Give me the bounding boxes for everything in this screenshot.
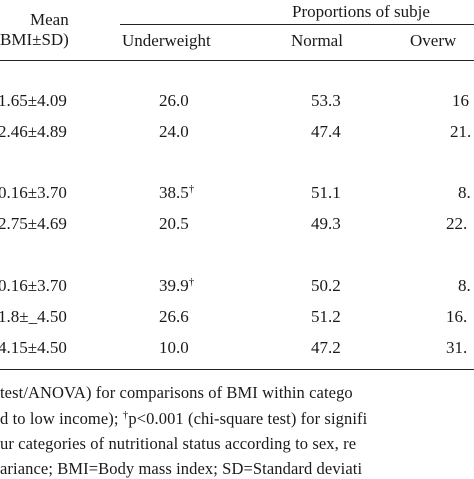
cell-normal-r1: 53.3 — [311, 91, 341, 110]
proportions-group-header: Proportions of subje — [292, 2, 430, 21]
cell-over-r1: 16 — [452, 91, 469, 110]
cell-mean-r4: 2.75±4.69 — [0, 214, 67, 233]
cell-normal-r3: 51.1 — [311, 183, 341, 202]
cell-under-r7: 10.0 — [159, 338, 189, 357]
cell-mean-r5: 0.16±3.70 — [0, 276, 67, 295]
cell-mean-r3: 0.16±3.70 — [0, 183, 67, 202]
cell-over-r3: 8. — [458, 183, 471, 202]
mean-header-line1: Mean — [30, 10, 69, 29]
cell-mean-r7: 4.15±4.50 — [0, 338, 67, 357]
dagger-mark: † — [188, 276, 195, 288]
cell-over-r7: 31. — [446, 338, 468, 357]
mean-header-line2: BMI±SD) — [0, 30, 69, 49]
footnote-line-4: ariance; BMI=Body mass index; SD=Standar… — [0, 459, 363, 478]
cell-normal-r2: 47.4 — [311, 122, 341, 141]
cell-over-r2: 21. — [450, 122, 472, 141]
footnote-line-2: d to low income); †p<0.001 (chi-square t… — [0, 409, 368, 428]
cell-under-r3: 38.5† — [159, 183, 195, 202]
cell-mean-r6: 1.8±_4.50 — [0, 307, 67, 326]
cell-over-r6: 16. — [446, 307, 468, 326]
cell-over-r5: 8. — [458, 276, 471, 295]
col-header-normal: Normal — [291, 31, 343, 50]
cell-under-r4: 20.5 — [159, 214, 189, 233]
cell-over-r4: 22. — [446, 214, 468, 233]
footnote-line-1: test/ANOVA) for comparisons of BMI withi… — [0, 383, 353, 402]
group-header-rule — [120, 24, 474, 25]
cell-normal-r5: 50.2 — [311, 276, 341, 295]
cell-mean-r1: 1.65±4.09 — [0, 91, 67, 110]
dagger-mark: † — [188, 183, 195, 195]
cell-under-r1: 26.0 — [159, 91, 189, 110]
col-header-underweight: Underweight — [122, 31, 211, 50]
cell-under-r5: 39.9† — [159, 276, 195, 295]
table-bottom-rule — [0, 369, 474, 370]
dagger-mark: † — [122, 409, 129, 421]
footnote-line-3: ur categories of nutritional status acco… — [0, 434, 357, 453]
cell-normal-r6: 51.2 — [311, 307, 341, 326]
cell-normal-r4: 49.3 — [311, 214, 341, 233]
col-header-overweight: Overw — [410, 31, 457, 50]
cell-mean-r2: 2.46±4.89 — [0, 122, 67, 141]
cell-under-r6: 26.6 — [159, 307, 189, 326]
cell-under-r2: 24.0 — [159, 122, 189, 141]
header-bottom-rule — [0, 60, 474, 61]
cell-normal-r7: 47.2 — [311, 338, 341, 357]
